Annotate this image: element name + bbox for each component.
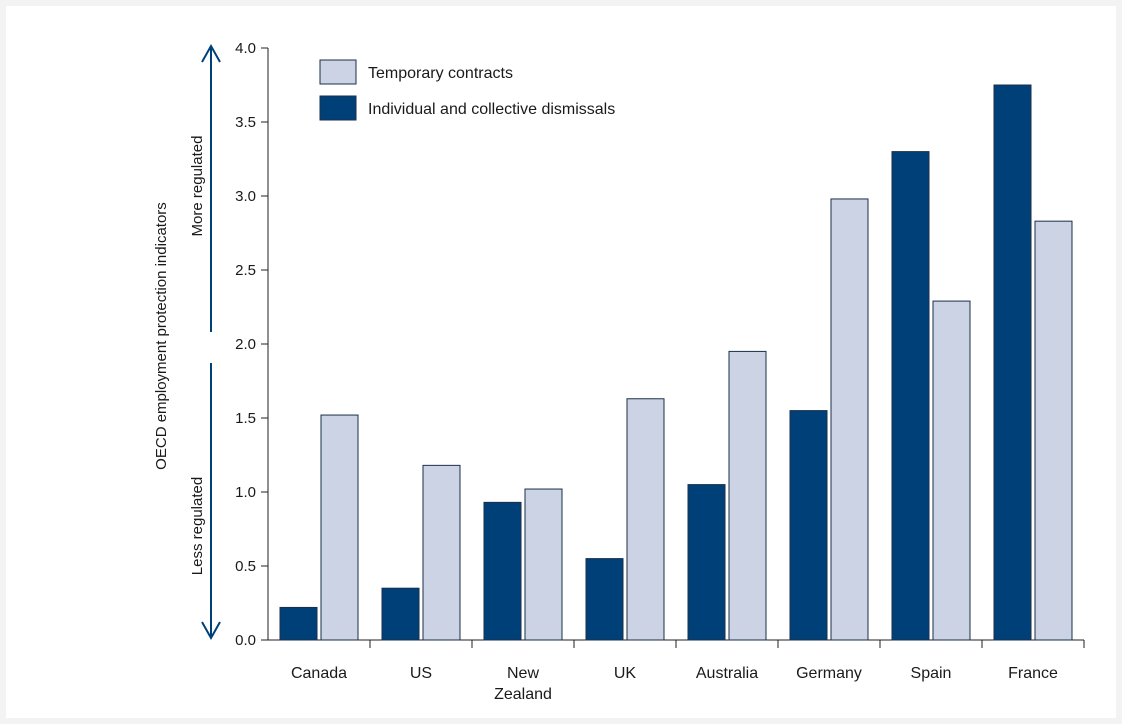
y-tick-label: 0.5 [235,558,256,575]
bar-dismissals [381,587,420,641]
y-tick-label: 1.5 [235,410,256,427]
regulation-arrows: More regulated Less regulated [189,43,221,641]
x-category-label: Australia [696,665,758,682]
bar-dismissals [993,84,1032,641]
x-category-label-line: Zealand [494,686,552,703]
y-axis-label: OECD employment protection indicators [153,202,170,470]
y-tick-label: 2.0 [235,336,256,353]
x-category-label: New Zealand [494,665,552,703]
x-category-label-line: France [1008,665,1058,682]
x-category-label-line: Germany [796,665,862,682]
bar-temporary [320,414,359,641]
bar-temporary [524,488,563,641]
x-category-label-line: Canada [291,665,347,682]
y-axis: 0.0 0.5 1.0 1.5 2.0 2.5 3.0 3.5 4.0 [235,40,269,649]
legend-label: Temporary contracts [368,65,513,82]
x-category-label-line: UK [614,665,637,682]
down-arrowhead [201,621,221,641]
legend: Temporary contracts Individual and collec… [319,59,615,121]
legend-swatch [319,95,357,121]
x-category-label-line: New [507,665,539,682]
chart-frame: OECD employment protection indicators Mo… [6,6,1116,718]
y-tick-label: 2.5 [235,262,256,279]
x-category-label: Spain [911,665,952,682]
bars [279,84,1073,641]
y-tick-label: 3.0 [235,188,256,205]
x-category-label: Canada [291,665,347,682]
y-tick-label: 0.0 [235,632,256,649]
x-category-label-line: Spain [911,665,952,682]
bar-temporary [422,464,461,641]
bar-dismissals [687,484,726,641]
y-tick-label: 3.5 [235,114,256,131]
bar-dismissals [585,558,624,641]
bar-chart: OECD employment protection indicators Mo… [153,40,1085,703]
legend-label: Individual and collective dismissals [368,101,615,118]
bar-temporary [932,300,971,641]
bar-dismissals [891,151,930,641]
legend-swatch [319,59,357,85]
x-category-label: Germany [796,665,862,682]
bar-temporary [626,398,665,641]
up-arrowhead [201,43,221,63]
bar-temporary [830,198,869,641]
bar-temporary [1034,220,1073,641]
bar-dismissals [483,501,522,641]
bar-dismissals [279,606,318,641]
x-category-label: France [1008,665,1058,682]
x-category-label: UK [614,665,637,682]
x-category-label: US [410,665,432,682]
x-category-label-line: Australia [696,665,758,682]
x-axis: Canada US New Zealand UK Australia Germany Spai… [268,639,1085,703]
x-category-label-line: US [410,665,432,682]
y-tick-label: 1.0 [235,484,256,501]
bar-temporary [728,350,767,641]
bar-dismissals [789,410,828,641]
more-regulated-label: More regulated [189,136,206,237]
y-tick-label: 4.0 [235,40,256,57]
less-regulated-label: Less regulated [189,477,206,575]
y-axis-label-group: OECD employment protection indicators [153,202,170,470]
